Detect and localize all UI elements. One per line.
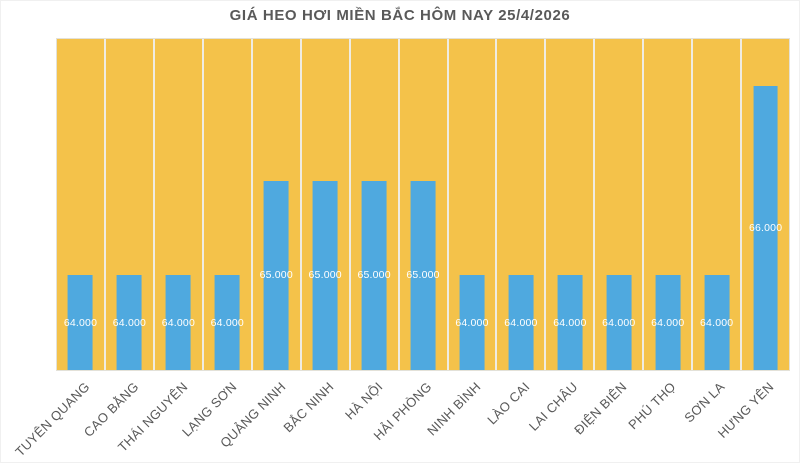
category-band: 64.000: [546, 39, 594, 370]
bar-value-label: 64.000: [504, 316, 538, 329]
bar-value-label: 64.000: [455, 316, 489, 329]
bar-value-label: 64.000: [700, 316, 734, 329]
x-axis-labels: TUYÊN QUANG CAO BẰNG THÁI NGUYÊN LẠNG SƠN QU…: [13, 370, 788, 462]
bar-value-label: 64.000: [651, 316, 685, 329]
category-band: 64.000: [693, 39, 741, 370]
plot-area: 64.000 64.000 64.000 64.000 65.000 65.000 65.0…: [56, 38, 790, 371]
category-band: 65.000: [399, 39, 447, 370]
bar-value-label: 64.000: [210, 316, 244, 329]
bar-value-label: 64.000: [63, 316, 98, 329]
bar: 64.000: [211, 275, 244, 370]
category-band: 64.000: [154, 39, 202, 370]
chart-title: GIÁ HEO HƠI MIỀN BẮC HÔM NAY 25/4/2026: [229, 7, 571, 24]
category-band: 64.000: [448, 39, 496, 370]
bar: 64.000: [602, 275, 635, 370]
category-band: 64.000: [105, 39, 153, 370]
bar: 66.000: [749, 86, 782, 370]
bar: 64.000: [455, 275, 488, 370]
bar: 64.000: [64, 275, 97, 370]
bar-value-label: 64.000: [553, 316, 587, 329]
bar-value-label: 65.000: [406, 269, 440, 282]
bar-value-label: 65.000: [357, 269, 391, 282]
bar: 64.000: [162, 275, 195, 370]
category-band: 66.000: [742, 39, 790, 370]
bar: 65.000: [309, 180, 342, 370]
category-band: 65.000: [252, 39, 300, 370]
category-band: 64.000: [497, 39, 545, 370]
category-band: 64.000: [203, 39, 251, 370]
category-band: 64.000: [57, 39, 104, 370]
bar-value-label: 64.000: [112, 316, 147, 329]
category-band: 64.000: [595, 39, 643, 370]
bar: 64.000: [504, 275, 537, 370]
bar-value-label: 65.000: [308, 269, 342, 282]
bar: 64.000: [553, 275, 586, 370]
bar: 65.000: [406, 180, 440, 370]
bar-value-label: 65.000: [259, 269, 293, 282]
bar: 65.000: [260, 180, 293, 370]
bar: 64.000: [700, 275, 733, 370]
category-band: 65.000: [301, 39, 349, 370]
bar: 64.000: [651, 275, 684, 370]
bar: 65.000: [357, 180, 391, 370]
bar-value-label: 64.000: [161, 316, 196, 329]
category-band: 65.000: [350, 39, 398, 370]
bar-value-label: 64.000: [602, 316, 636, 329]
category-band: 64.000: [644, 39, 692, 370]
bar-value-label: 66.000: [748, 222, 783, 235]
bar: 64.000: [113, 275, 146, 370]
